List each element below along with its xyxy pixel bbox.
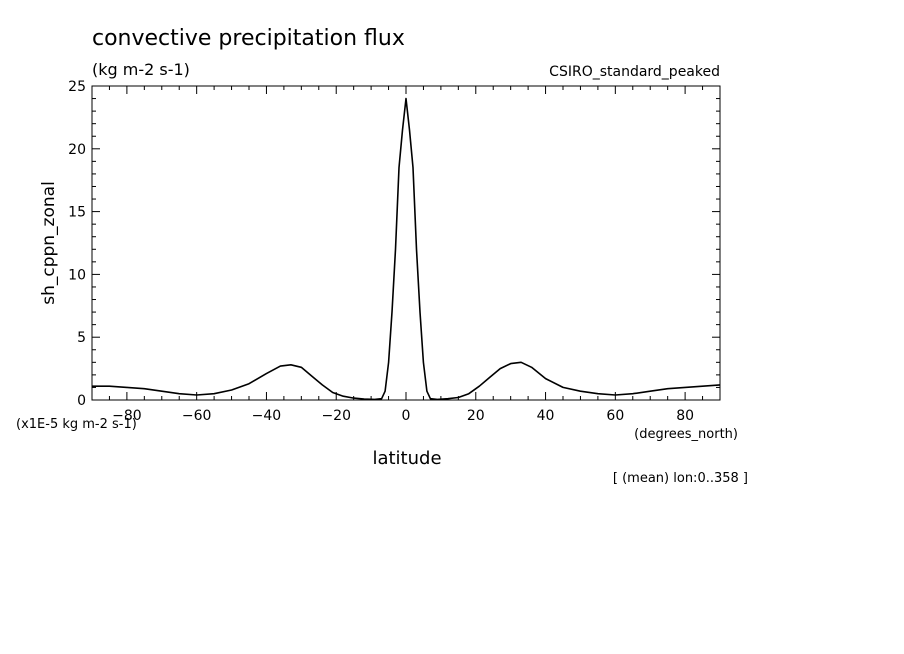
x-axis-units: (degrees_north) xyxy=(634,427,738,442)
y-scale-note: (x1E-5 kg m-2 s-1) xyxy=(16,417,137,432)
y-tick-label: 20 xyxy=(68,142,86,158)
axis-ticks xyxy=(92,86,720,400)
x-tick-label: 80 xyxy=(676,408,694,424)
y-tick-label: 25 xyxy=(68,79,86,95)
y-tick-label: 15 xyxy=(68,205,86,221)
series-line xyxy=(92,97,721,401)
footnote: [ (mean) lon:0..358 ] xyxy=(613,471,748,486)
x-tick-label: −60 xyxy=(182,408,212,424)
x-tick-label: 40 xyxy=(537,408,555,424)
chart-subtitle: (kg m-2 s-1) xyxy=(92,60,190,79)
y-tick-label: 0 xyxy=(77,393,86,409)
x-tick-label: −80 xyxy=(112,408,142,424)
x-tick-label: −40 xyxy=(252,408,282,424)
x-axis-label: latitude xyxy=(372,448,441,469)
x-tick-label: 60 xyxy=(606,408,624,424)
tick-labels: −80 −60 −40 −20 0 20 40 60 80 0 5 10 15 20 25 xyxy=(68,79,694,424)
y-tick-label: 5 xyxy=(77,330,86,346)
x-tick-label: 0 xyxy=(402,408,411,424)
chart-title: convective precipitation flux xyxy=(92,26,405,51)
y-tick-label: 10 xyxy=(68,267,86,283)
dataset-label: CSIRO_standard_peaked xyxy=(549,64,720,80)
x-tick-label: −20 xyxy=(321,408,351,424)
x-tick-label: 20 xyxy=(467,408,485,424)
y-axis-label: sh_cppn_zonal xyxy=(39,181,59,305)
plot-frame xyxy=(91,85,721,401)
